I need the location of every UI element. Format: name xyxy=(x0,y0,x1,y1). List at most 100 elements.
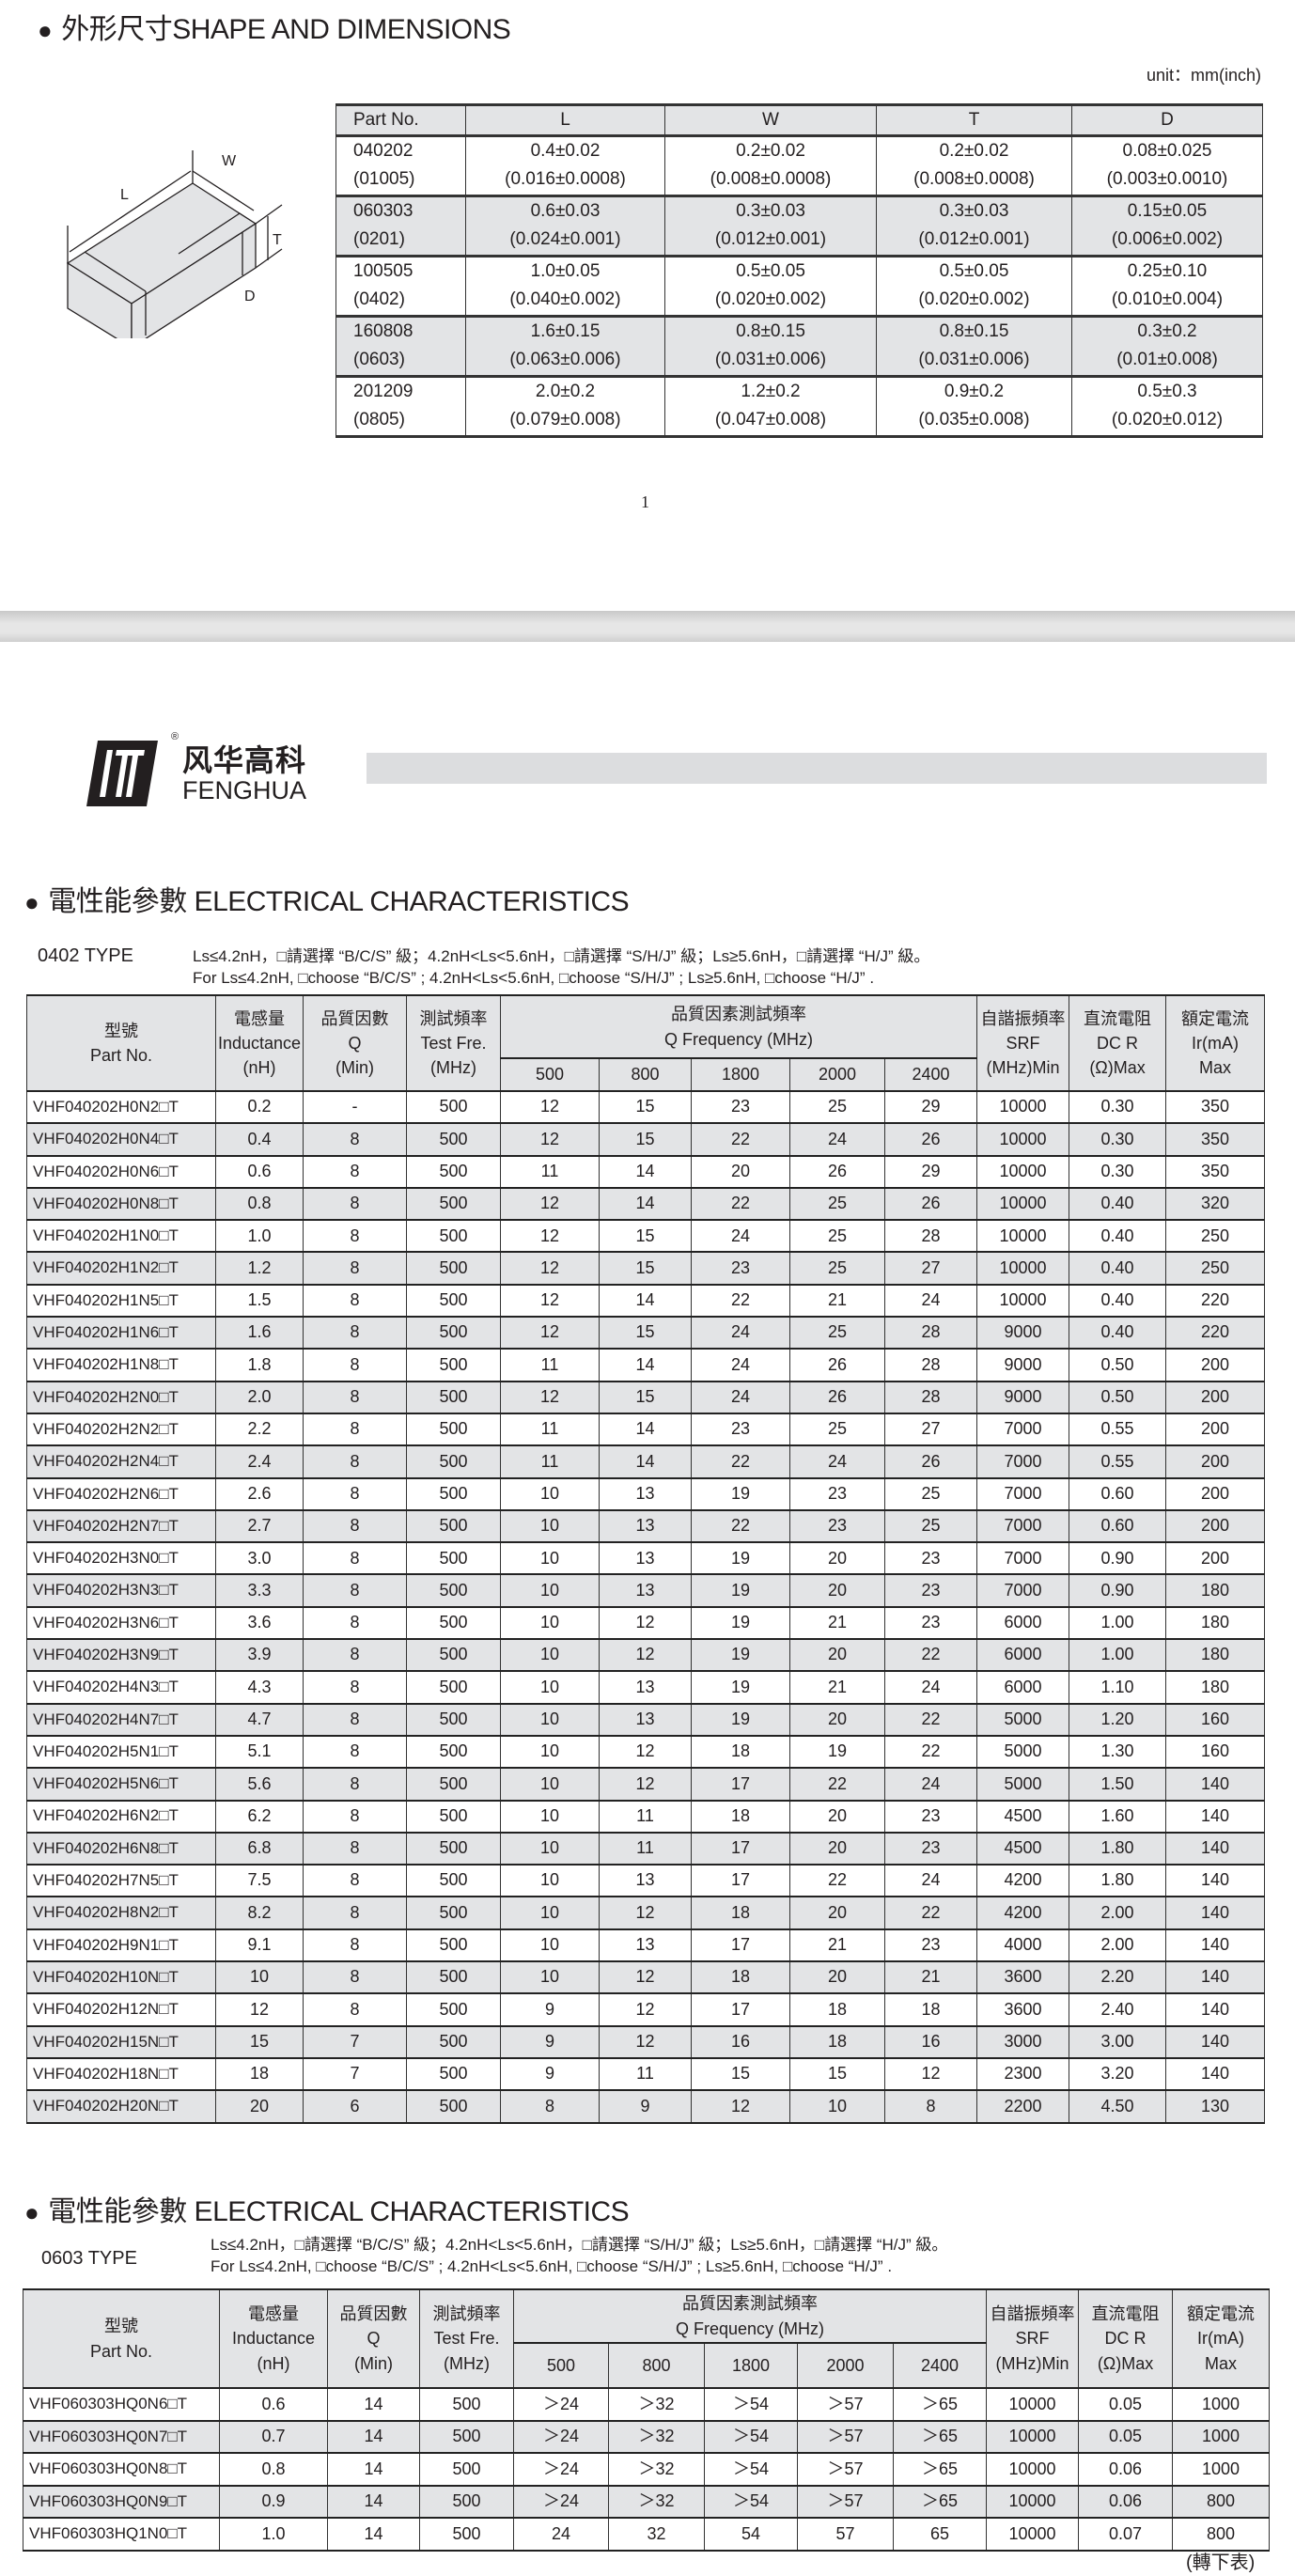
dimension-cell: 0.5±0.05 (0.020±0.002) xyxy=(664,255,877,318)
test-frequency-cell: 500 xyxy=(406,1896,501,1930)
header-inductance: 電感量 Inductance (nH) xyxy=(215,994,304,1092)
bullet-icon: ● xyxy=(38,16,53,44)
rated-current-cell: 1000 xyxy=(1172,2452,1271,2487)
inductance-cell: 4.3 xyxy=(215,1670,304,1705)
header-q-frequency: 品質因素測試頻率 Q Frequency (MHz) xyxy=(499,994,978,1059)
header-test-frequency-line: Test Fre. xyxy=(420,1033,487,1053)
q-2400-cell: ＞65 xyxy=(892,2452,988,2487)
rated-current-cell: 140 xyxy=(1165,1992,1266,2027)
header-ir-line: 額定電流 xyxy=(1181,1008,1250,1028)
cell-values: 0.15±0.05 (0.006±0.002) xyxy=(1073,199,1262,254)
table-row: VHF040202H20N□T 20 6 500 8 9 12 10 8 2200 4.50 130 xyxy=(26,2089,1266,2124)
q-800-cell: 12 xyxy=(599,1638,692,1673)
header-row: Part No. L W T D xyxy=(335,103,1263,137)
part-number-cell: VHF040202H2N7□T xyxy=(26,1508,216,1544)
test-frequency-cell: 500 xyxy=(406,1928,501,1963)
header-q-frequency-line: Q Frequency (MHz) xyxy=(676,2318,825,2338)
header-q-min-line: 品質因數 xyxy=(320,1008,389,1028)
electrical-section-title-0402: ● 電性能參數 ELECTRICAL CHARACTERISTICS xyxy=(24,878,630,919)
q-2000-cell: 18 xyxy=(789,1992,885,2027)
q-min-cell: 8 xyxy=(303,1734,407,1770)
q-800-cell: 14 xyxy=(599,1186,692,1222)
q-800-cell: 13 xyxy=(599,1508,692,1544)
dimension-line: 0.8±0.15 xyxy=(939,321,1009,342)
test-frequency-cell: 500 xyxy=(406,1702,501,1737)
q-2000-cell: 25 xyxy=(789,1186,885,1222)
rated-current-cell: 350 xyxy=(1165,1154,1266,1189)
q-500-cell: 10 xyxy=(500,1960,600,1995)
header-test-frequency-line: (MHz) xyxy=(444,2353,490,2373)
dimension-line: (0.031±0.006) xyxy=(918,350,1030,370)
dimension-line: (0.003±0.0010) xyxy=(1106,169,1228,190)
dimension-cell: 0.9±0.2 (0.035±0.008) xyxy=(876,375,1072,438)
part-number-cell: 201209 (0805) xyxy=(335,375,466,438)
srf-cell: 9000 xyxy=(976,1380,1070,1414)
q-min-cell: 8 xyxy=(303,1799,407,1834)
table-row: VHF040202H0N4□T 0.4 8 500 12 15 22 24 26 10000 0.3… xyxy=(26,1122,1266,1157)
dimension-line: 1.6±0.15 xyxy=(530,321,601,342)
part-number-cell: VHF040202H0N4□T xyxy=(26,1122,216,1157)
registered-mark: ® xyxy=(171,731,179,742)
q-2000-cell: ＞57 xyxy=(797,2387,894,2422)
dimension-cell: 0.3±0.03 (0.012±0.001) xyxy=(876,195,1072,258)
q-2400-cell: 27 xyxy=(883,1412,978,1447)
part-number-cell: VHF040202H20N□T xyxy=(26,2089,216,2124)
rated-current-cell: 200 xyxy=(1165,1412,1266,1447)
part-number-line: (01005) xyxy=(353,169,415,190)
cell-values: 0.2±0.02 (0.008±0.0008) xyxy=(666,139,876,194)
dcr-cell: 1.80 xyxy=(1069,1864,1167,1898)
dimension-line: (0.020±0.002) xyxy=(918,289,1030,310)
q-500-cell: 11 xyxy=(500,1348,600,1382)
dimension-line: 0.8±0.15 xyxy=(736,321,805,342)
q-1800-cell: 24 xyxy=(691,1380,790,1414)
q-800-cell: 32 xyxy=(608,2517,705,2552)
rated-current-cell: 160 xyxy=(1165,1702,1266,1737)
q-800-cell: 15 xyxy=(599,1219,692,1254)
section-title-text: 電性能參數 ELECTRICAL CHARACTERISTICS xyxy=(48,886,630,917)
diagram-label-w: W xyxy=(222,153,237,169)
part-number-cell: VHF040202H7N5□T xyxy=(26,1864,216,1898)
q-1800-cell: 22 xyxy=(691,1186,790,1222)
header-ir-line: Ir(mA) xyxy=(1197,2329,1245,2349)
dimension-line: 0.25±0.10 xyxy=(1127,261,1208,282)
dimension-cell: 0.2±0.02 (0.008±0.0008) xyxy=(876,134,1072,197)
q-500-cell: 10 xyxy=(500,1734,600,1770)
q-2000-cell: 26 xyxy=(789,1348,885,1382)
header-inductance-line: 電感量 xyxy=(234,1008,285,1028)
q-1800-cell: ＞54 xyxy=(704,2387,798,2422)
q-2000-cell: 26 xyxy=(789,1380,885,1414)
dimension-cell: 0.5±0.3 (0.020±0.012) xyxy=(1071,375,1263,438)
table-row: 060303 (0201) 0.6±0.03 (0.024±0.001) 0.3±0.0… xyxy=(335,195,1263,258)
inductance-cell: 2.7 xyxy=(215,1508,304,1544)
srf-cell: 9000 xyxy=(976,1348,1070,1382)
electrical-section-title-0603: ● 電性能參數 ELECTRICAL CHARACTERISTICS xyxy=(24,2188,630,2229)
test-frequency-cell: 500 xyxy=(406,1799,501,1834)
header-dcr: 直流電阻 DC R (Ω)Max xyxy=(1069,994,1167,1092)
rated-current-cell: 180 xyxy=(1165,1670,1266,1705)
q-800-cell: 12 xyxy=(599,1896,692,1930)
q-min-cell: 8 xyxy=(303,1251,407,1286)
dcr-cell: 0.60 xyxy=(1069,1476,1167,1511)
test-frequency-cell: 500 xyxy=(419,2387,514,2422)
rated-current-cell: 220 xyxy=(1165,1283,1266,1319)
table-row: VHF040202H5N1□T 5.1 8 500 10 12 18 19 22 5000 1.30… xyxy=(26,1734,1266,1770)
q-2400-cell: 16 xyxy=(883,2024,978,2059)
header-q-min-line: Q xyxy=(348,1033,362,1053)
inductance-cell: 0.8 xyxy=(219,2452,328,2487)
srf-cell: 10000 xyxy=(986,2517,1080,2552)
dimension-cell: 0.15±0.05 (0.006±0.002) xyxy=(1071,195,1263,258)
srf-cell: 10000 xyxy=(976,1089,1070,1125)
unit-label: unit：mm(inch) xyxy=(1146,66,1261,85)
part-number-cell: VHF040202H1N6□T xyxy=(26,1316,216,1350)
test-frequency-cell: 500 xyxy=(406,1186,501,1222)
q-2000-cell: 26 xyxy=(789,1154,885,1189)
part-number-line: 040202 xyxy=(353,141,413,162)
inductance-cell: 9.1 xyxy=(215,1928,304,1963)
srf-cell: 6000 xyxy=(976,1605,1070,1641)
fenghua-logo: ® 风华高科 FENGHUA xyxy=(85,731,338,808)
srf-cell: 4500 xyxy=(976,1799,1070,1834)
srf-cell: 5000 xyxy=(976,1767,1070,1802)
dimension-line: 0.9±0.2 xyxy=(944,382,1005,402)
dimension-line: 0.3±0.2 xyxy=(1137,321,1197,342)
test-frequency-cell: 500 xyxy=(406,2024,501,2059)
